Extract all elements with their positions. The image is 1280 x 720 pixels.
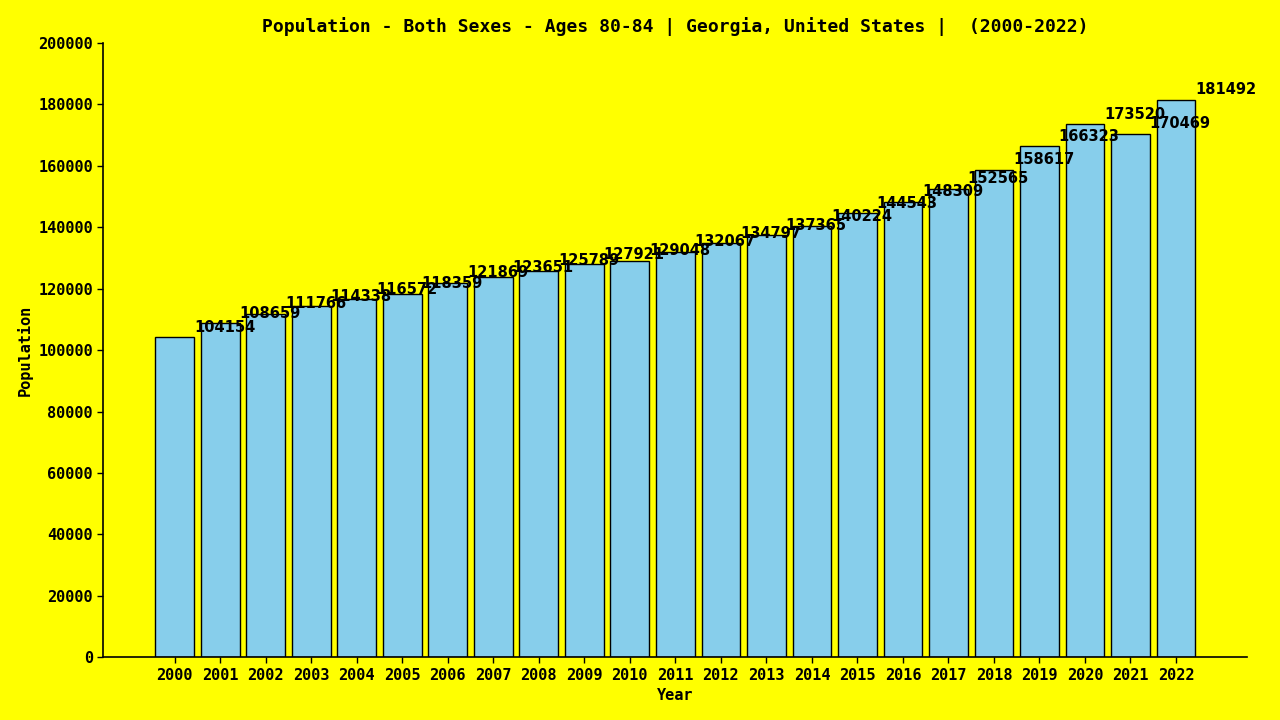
Bar (792, 227, 831, 657)
Text: 144543: 144543 (877, 196, 938, 211)
Text: 134797: 134797 (740, 225, 801, 240)
Bar (701, 243, 740, 657)
Bar (1020, 146, 1059, 657)
Bar (838, 213, 877, 657)
Text: 140224: 140224 (831, 209, 892, 224)
Text: 127921: 127921 (604, 247, 664, 262)
Bar (292, 306, 330, 657)
Text: 173520: 173520 (1105, 107, 1165, 122)
Bar (1111, 133, 1149, 657)
Bar (929, 189, 968, 657)
Bar (748, 235, 786, 657)
Text: 152565: 152565 (968, 171, 1029, 186)
Bar (474, 277, 513, 657)
Bar (883, 202, 922, 657)
Text: 116572: 116572 (376, 282, 438, 297)
Bar (1065, 124, 1105, 657)
Text: 121869: 121869 (467, 266, 529, 280)
Text: 125789: 125789 (558, 253, 620, 269)
Bar (155, 337, 195, 657)
Bar (338, 299, 376, 657)
Bar (657, 251, 695, 657)
Text: 111766: 111766 (285, 297, 346, 312)
Text: 137365: 137365 (786, 217, 846, 233)
Bar (1157, 99, 1196, 657)
Text: 166323: 166323 (1059, 129, 1120, 144)
Text: 114338: 114338 (330, 289, 392, 304)
Text: 108659: 108659 (239, 306, 301, 321)
Text: 148309: 148309 (922, 184, 983, 199)
Y-axis label: Population: Population (17, 305, 33, 396)
Bar (974, 170, 1014, 657)
Bar (383, 294, 421, 657)
Text: 158617: 158617 (1014, 153, 1074, 168)
Text: 129048: 129048 (649, 243, 710, 258)
Text: 181492: 181492 (1196, 82, 1257, 97)
Bar (247, 314, 285, 657)
Text: 123651: 123651 (513, 260, 573, 275)
Title: Population - Both Sexes - Ages 80-84 | Georgia, United States |  (2000-2022): Population - Both Sexes - Ages 80-84 | G… (262, 17, 1088, 36)
Text: 170469: 170469 (1149, 116, 1211, 131)
Text: 132067: 132067 (695, 234, 755, 249)
Bar (201, 323, 239, 657)
Text: 104154: 104154 (195, 320, 255, 335)
Text: 118359: 118359 (421, 276, 483, 291)
Bar (564, 264, 604, 657)
Bar (429, 283, 467, 657)
Bar (611, 261, 649, 657)
X-axis label: Year: Year (657, 688, 694, 703)
Bar (520, 271, 558, 657)
